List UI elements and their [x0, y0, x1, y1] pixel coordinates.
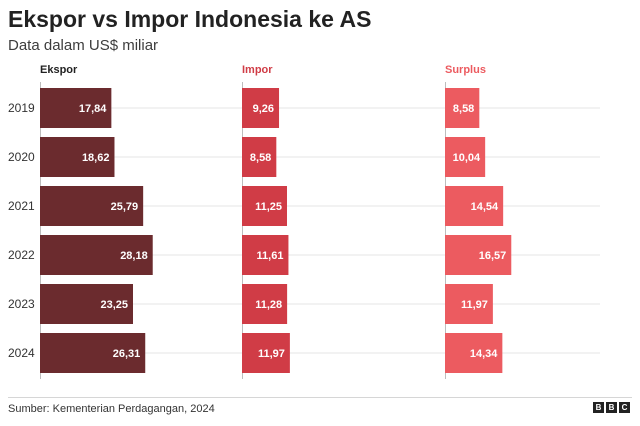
bar-label-ekspor-2021: 25,79	[111, 201, 139, 213]
bar-label-surplus-2024: 14,34	[470, 348, 498, 360]
year-label-2022: 2022	[8, 248, 35, 262]
bar-ekspor-2023	[40, 284, 133, 324]
bar-impor-2022	[242, 235, 289, 275]
bar-label-surplus-2023: 11,97	[461, 299, 488, 311]
chart-title: Ekspor vs Impor Indonesia ke AS	[8, 6, 372, 32]
bar-impor-2021	[242, 186, 287, 226]
year-label-2024: 2024	[8, 346, 35, 360]
bar-label-impor-2023: 11,28	[255, 299, 282, 311]
bbc-logo: B B C	[593, 402, 630, 413]
bar-surplus-2020	[445, 137, 486, 177]
bar-label-ekspor-2020: 18,62	[82, 152, 110, 164]
bar-surplus-2024	[445, 333, 503, 373]
bar-ekspor-2019	[40, 88, 112, 128]
bar-surplus-2023	[445, 284, 493, 324]
panel-title-impor: Impor	[242, 64, 273, 76]
bar-impor-2019	[242, 88, 280, 128]
bar-label-surplus-2022: 16,57	[479, 250, 507, 262]
panel-title-surplus: Surplus	[445, 64, 486, 76]
source-note: Sumber: Kementerian Perdagangan, 2024	[8, 403, 215, 415]
year-label-2020: 2020	[8, 150, 35, 164]
year-label-2019: 2019	[8, 101, 35, 115]
bar-impor-2020	[242, 137, 277, 177]
bar-label-impor-2019: 9,26	[253, 103, 274, 115]
bar-label-impor-2020: 8,58	[250, 152, 271, 164]
bar-ekspor-2021	[40, 186, 144, 226]
footer-divider	[8, 397, 632, 398]
bar-label-ekspor-2023: 23,25	[100, 299, 128, 311]
bar-ekspor-2024	[40, 333, 146, 373]
bar-label-impor-2024: 11,97	[258, 348, 285, 360]
chart-area: 2019 2020 2021 2022 2023 2024 Ekspor 17,84 18,62…	[8, 64, 600, 379]
logo-letter-b2: B	[606, 402, 617, 413]
bar-label-surplus-2019: 8,58	[453, 103, 474, 115]
bar-ekspor-2022	[40, 235, 153, 275]
bar-label-ekspor-2024: 26,31	[113, 348, 141, 360]
bar-impor-2024	[242, 333, 290, 373]
logo-letter-b1: B	[593, 402, 604, 413]
bar-label-ekspor-2022: 28,18	[120, 250, 148, 262]
bar-label-impor-2022: 11,61	[257, 250, 284, 262]
chart-subtitle: Data dalam US$ miliar	[8, 37, 159, 54]
bar-surplus-2022	[445, 235, 512, 275]
logo-letter-c: C	[619, 402, 630, 413]
bar-label-surplus-2021: 14,54	[471, 201, 499, 213]
bar-label-ekspor-2019: 17,84	[79, 103, 107, 115]
bar-label-impor-2021: 11,25	[255, 201, 282, 213]
bar-ekspor-2020	[40, 137, 115, 177]
year-label-2023: 2023	[8, 297, 35, 311]
bar-impor-2023	[242, 284, 288, 324]
bar-surplus-2019	[445, 88, 480, 128]
panel-title-ekspor: Ekspor	[40, 64, 78, 76]
bar-label-surplus-2020: 10,04	[453, 152, 481, 164]
year-label-2021: 2021	[8, 199, 35, 213]
bar-surplus-2021	[445, 186, 504, 226]
